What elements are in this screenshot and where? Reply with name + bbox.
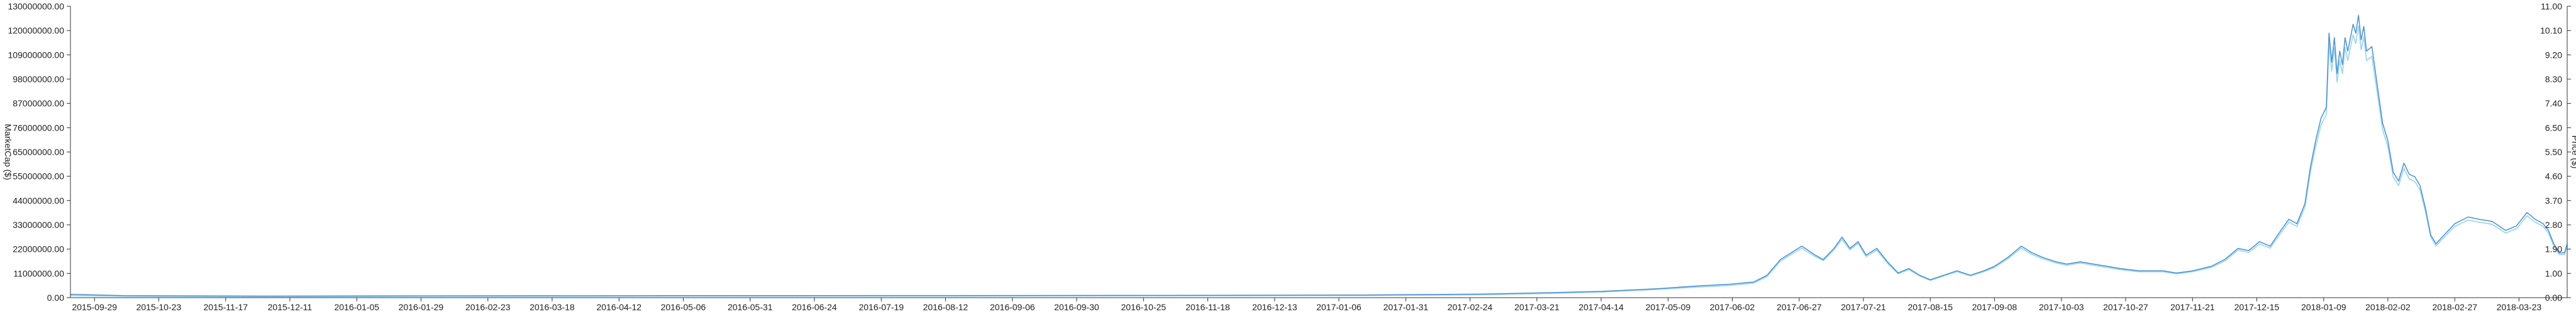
x-tick-label: 2017-06-02 bbox=[1710, 302, 1755, 312]
right-y-axis-title: Price ($) bbox=[2570, 136, 2576, 169]
x-tick-label: 2017-06-27 bbox=[1777, 302, 1822, 312]
x-tick-label: 2018-02-27 bbox=[2432, 302, 2477, 312]
right-y-tick-label: 8.30 bbox=[2545, 74, 2562, 84]
right-y-tick-label: 6.50 bbox=[2545, 122, 2562, 133]
left-y-tick-label: 120000000.00 bbox=[8, 26, 64, 36]
x-tick-label: 2017-10-03 bbox=[2039, 302, 2084, 312]
right-y-tick-label: 0.00 bbox=[2545, 293, 2562, 303]
x-tick-label: 2016-03-18 bbox=[530, 302, 575, 312]
x-tick-label: 2016-05-06 bbox=[661, 302, 706, 312]
series-layer bbox=[70, 14, 2568, 298]
x-tick-label: 2017-05-09 bbox=[1645, 302, 1690, 312]
left-y-tick-label: 33000000.00 bbox=[13, 220, 64, 230]
left-y-tick-label: 98000000.00 bbox=[13, 74, 64, 84]
axes-layer bbox=[70, 6, 2568, 298]
x-tick-label: 2016-10-25 bbox=[1121, 302, 1166, 312]
x-tick-label: 2017-01-06 bbox=[1316, 302, 1362, 312]
x-tick-label: 2017-02-24 bbox=[1448, 302, 1493, 312]
x-ticks: 2015-09-29 2015-10-23 2015-11-17 2015-12-11… bbox=[72, 298, 2541, 312]
left-y-tick-label: 22000000.00 bbox=[13, 244, 64, 254]
left-y-tick-label: 44000000.00 bbox=[13, 195, 64, 205]
right-y-tick-label: 3.70 bbox=[2545, 195, 2562, 205]
x-tick-label: 2016-06-24 bbox=[792, 302, 837, 312]
x-tick-label: 2016-04-12 bbox=[596, 302, 641, 312]
x-tick-label: 2015-09-29 bbox=[72, 302, 117, 312]
x-tick-label: 2016-01-29 bbox=[399, 302, 444, 312]
x-tick-label: 2018-01-09 bbox=[2301, 302, 2346, 312]
right-y-tick-label: 7.40 bbox=[2545, 99, 2562, 109]
x-tick-label: 2016-12-13 bbox=[1252, 302, 1297, 312]
x-tick-label: 2017-10-27 bbox=[2103, 302, 2148, 312]
marketcap-series-line bbox=[70, 14, 2568, 297]
x-tick-label: 2016-09-30 bbox=[1054, 302, 1099, 312]
x-tick-label: 2017-04-14 bbox=[1579, 302, 1624, 312]
x-tick-label: 2016-09-06 bbox=[990, 302, 1035, 312]
left-y-tick-label: 11000000.00 bbox=[13, 268, 64, 278]
right-y-ticks: 0.00 1.00 1.90 2.80 3.70 4.60 5.50 6.50 7.40 8.30… bbox=[2540, 1, 2571, 303]
x-tick-label: 2017-03-21 bbox=[1514, 302, 1560, 312]
x-tick-label: 2016-08-12 bbox=[923, 302, 969, 312]
right-y-tick-label: 4.60 bbox=[2545, 171, 2562, 181]
right-y-tick-label: 11.00 bbox=[2541, 1, 2562, 11]
x-tick-label: 2017-09-08 bbox=[1972, 302, 2018, 312]
left-y-tick-label: 130000000.00 bbox=[8, 1, 64, 11]
x-tick-label: 2018-03-23 bbox=[2497, 302, 2542, 312]
x-tick-label: 2016-07-19 bbox=[858, 302, 904, 312]
right-y-tick-label: 1.90 bbox=[2545, 244, 2562, 254]
x-tick-label: 2015-10-23 bbox=[136, 302, 182, 312]
x-tick-label: 2016-02-23 bbox=[465, 302, 511, 312]
left-y-ticks: 0.00 11000000.00 22000000.00 33000000.00 440… bbox=[8, 1, 70, 303]
right-y-tick-label: 10.10 bbox=[2540, 26, 2562, 36]
x-tick-label: 2017-12-15 bbox=[2235, 302, 2280, 312]
x-tick-label: 2015-11-17 bbox=[204, 302, 248, 312]
x-tick-label: 2017-01-31 bbox=[1383, 302, 1428, 312]
left-y-tick-label: 55000000.00 bbox=[13, 171, 64, 181]
price-series-line bbox=[70, 25, 2568, 298]
left-y-tick-label: 0.00 bbox=[47, 293, 64, 303]
x-tick-label: 2016-01-05 bbox=[334, 302, 379, 312]
right-y-tick-label: 1.00 bbox=[2545, 268, 2562, 278]
x-tick-label: 2017-08-15 bbox=[1907, 302, 1953, 312]
right-y-tick-label: 9.20 bbox=[2545, 50, 2562, 60]
left-y-tick-label: 87000000.00 bbox=[13, 99, 64, 109]
left-y-axis-title: MarketCap ($) bbox=[3, 124, 13, 180]
x-tick-label: 2015-12-11 bbox=[268, 302, 313, 312]
right-y-tick-label: 2.80 bbox=[2545, 220, 2562, 230]
x-tick-label: 2017-07-21 bbox=[1841, 302, 1886, 312]
x-tick-label: 2016-05-31 bbox=[728, 302, 773, 312]
right-y-tick-label: 5.50 bbox=[2545, 147, 2562, 157]
x-tick-label: 2018-02-02 bbox=[2365, 302, 2411, 312]
left-y-tick-label: 76000000.00 bbox=[13, 122, 64, 133]
x-tick-label: 2017-11-21 bbox=[2170, 302, 2215, 312]
left-y-tick-label: 109000000.00 bbox=[8, 50, 64, 60]
left-y-tick-label: 65000000.00 bbox=[13, 147, 64, 157]
x-tick-label: 2016-11-18 bbox=[1185, 302, 1230, 312]
